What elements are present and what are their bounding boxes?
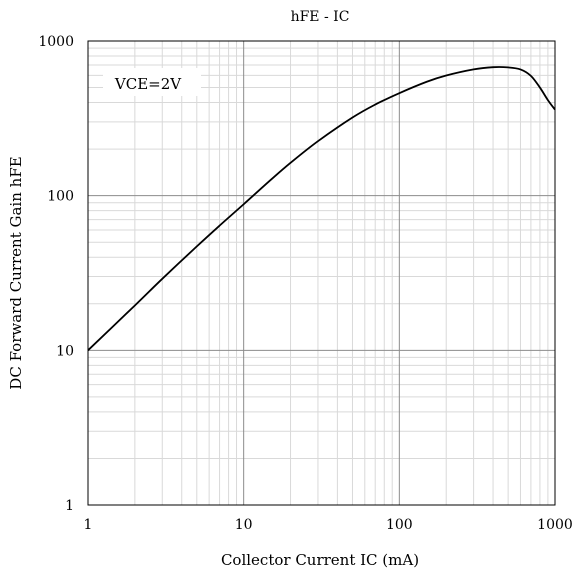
y-tick-label: 100 xyxy=(47,189,74,205)
x-tick-label: 1000 xyxy=(537,517,573,533)
major-gridlines xyxy=(88,41,555,505)
y-tick-labels: 1 10 100 1000 xyxy=(38,34,74,514)
vce-annotation: VCE=2V xyxy=(114,75,182,93)
x-tick-label: 1 xyxy=(84,517,93,533)
annotation-box xyxy=(103,68,201,96)
y-tick-label: 10 xyxy=(56,343,74,359)
y-axis-label: DC Forward Current Gain hFE xyxy=(7,156,25,389)
series-layer xyxy=(87,66,556,351)
x-axis-label: Collector Current IC (mA) xyxy=(221,551,419,569)
y-tick-label: 1000 xyxy=(38,34,74,50)
x-tick-label: 100 xyxy=(386,517,413,533)
x-tick-label: 10 xyxy=(235,517,253,533)
y-tick-label: 1 xyxy=(65,498,74,514)
chart-title: hFE - IC xyxy=(291,9,350,25)
plot-frame xyxy=(87,40,556,506)
x-tick-labels: 1 10 100 1000 xyxy=(84,517,573,533)
hfe-curve-line xyxy=(87,66,556,351)
